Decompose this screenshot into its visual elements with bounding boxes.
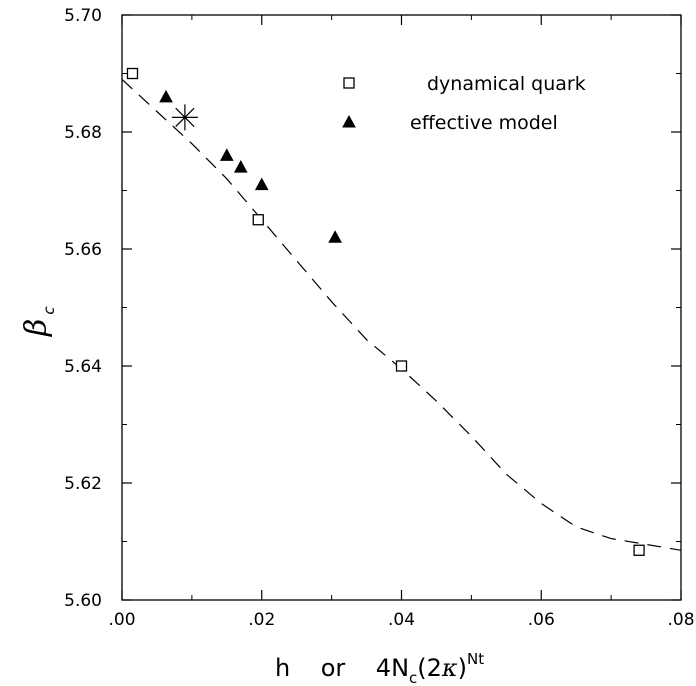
y-tick-label: 5.60 — [64, 591, 102, 611]
asterisk-stroke — [175, 107, 195, 127]
x-axis-label-close: ) — [458, 654, 467, 682]
special-point-asterisk — [171, 104, 198, 131]
y-tick-label: 5.66 — [64, 240, 102, 260]
x-tick-label: .00 — [108, 610, 135, 630]
fit-curve — [121, 78, 682, 551]
legend-marker-dynamical-quark — [343, 77, 355, 89]
legend-label-dynamical-quark: dynamical quark — [427, 73, 586, 95]
axes — [121, 14, 682, 601]
plot-frame — [121, 14, 682, 601]
x-tick-label: .04 — [388, 610, 415, 630]
data-point-dynamical-quark — [252, 214, 264, 226]
legend: dynamical quark effective model — [342, 73, 586, 134]
data-point-effective-model — [233, 160, 248, 173]
legend-marker-effective-model — [342, 114, 356, 128]
data-point-effective-model — [159, 89, 173, 103]
x-axis-label-superscript: Nt — [467, 650, 484, 668]
data-points — [126, 67, 645, 556]
x-axis-label-subscript: c — [409, 669, 417, 686]
x-tick-label: .02 — [248, 610, 275, 630]
data-point-dynamical-quark — [126, 67, 139, 80]
y-axis-label: βc — [19, 306, 58, 337]
fit-curve-layer — [121, 78, 682, 551]
data-point-effective-model — [219, 148, 234, 161]
y-tick-label: 5.64 — [64, 357, 102, 377]
x-axis-label-kappa: κ — [441, 654, 458, 682]
legend-label-effective-model: effective model — [410, 112, 558, 134]
y-tick-label: 5.62 — [64, 474, 102, 494]
y-tick-label: 5.70 — [64, 6, 102, 26]
y-axis-label-subscript: c — [40, 306, 58, 315]
x-axis-label: h or 4Nc(2κ)Nt — [275, 650, 484, 686]
data-point-effective-model — [328, 230, 342, 243]
data-point-dynamical-quark — [633, 544, 645, 556]
x-tick-label: .08 — [667, 610, 694, 630]
x-axis-label-main: h or 4N — [275, 654, 409, 682]
x-axis-label-paren: (2 — [417, 654, 442, 682]
ticks: .00 .02 .04 .06 .08 5.60 5.62 5.64 5.66 5.68 5.70 — [64, 6, 694, 630]
data-point-effective-model — [254, 177, 269, 191]
data-point-dynamical-quark — [395, 360, 408, 372]
y-tick-label: 5.68 — [64, 123, 102, 143]
y-axis-label-symbol: β — [19, 319, 54, 337]
x-tick-label: .06 — [528, 610, 555, 630]
